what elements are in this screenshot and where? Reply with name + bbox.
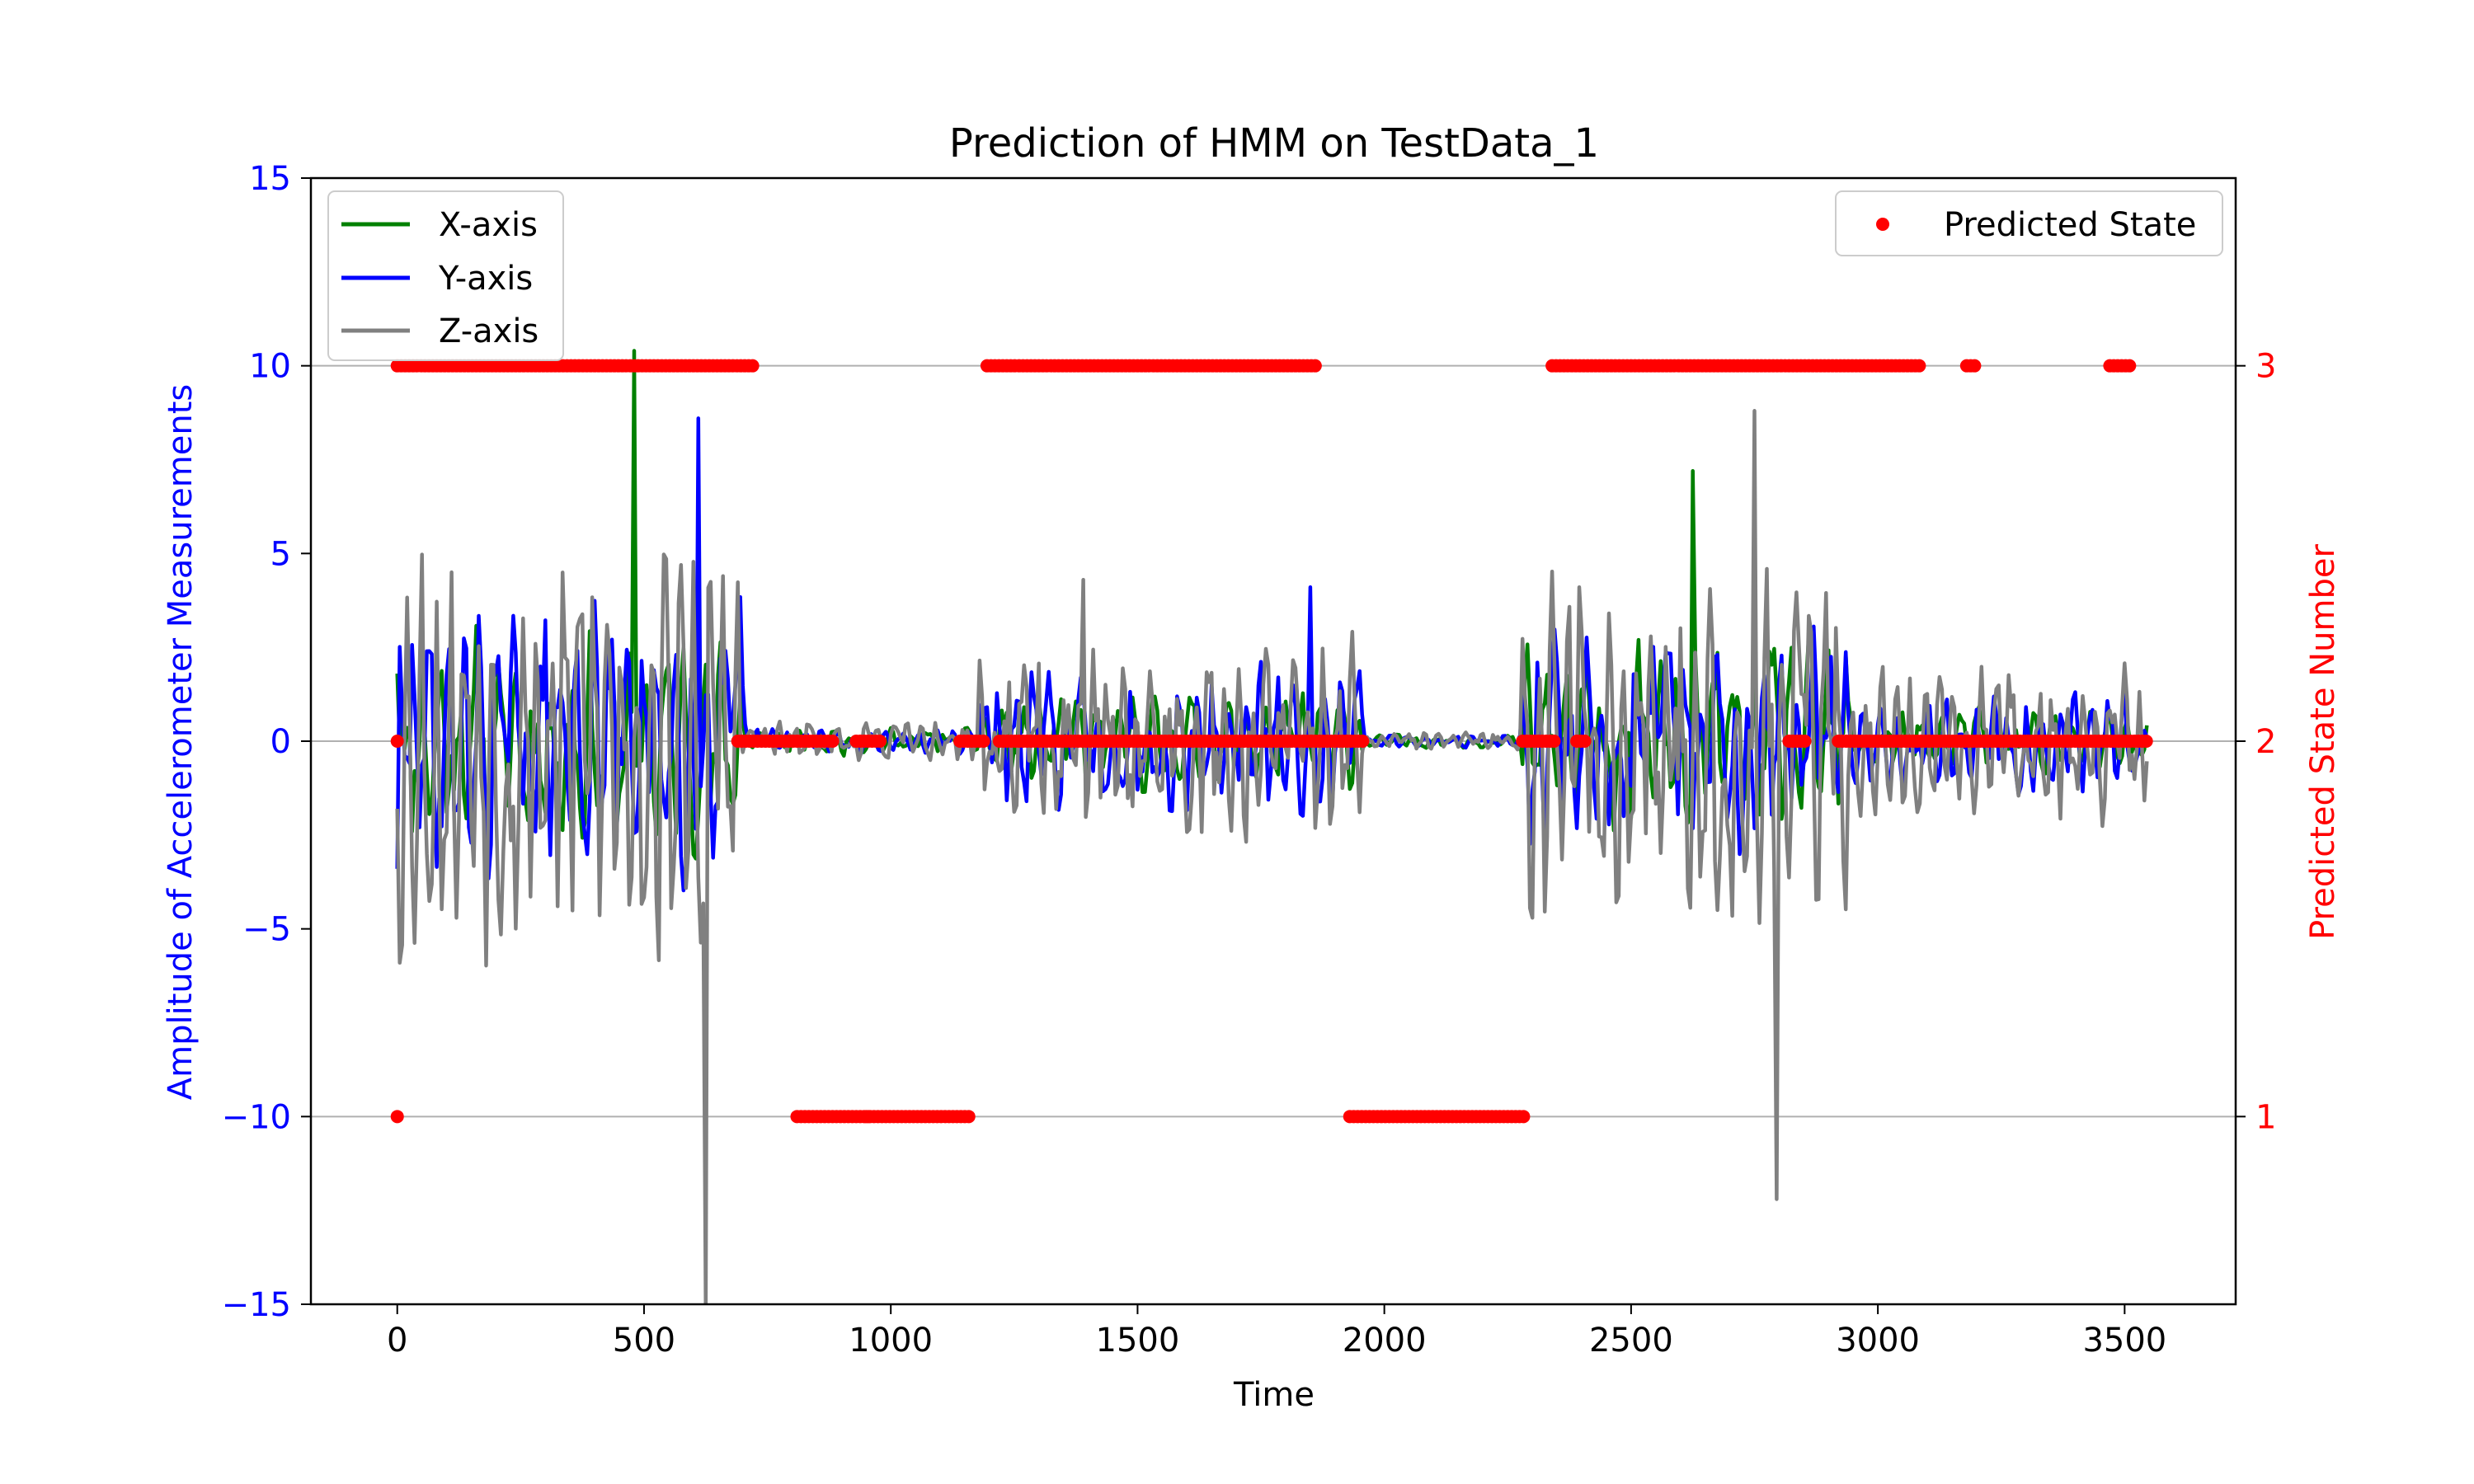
predicted-state-point <box>1308 359 1322 373</box>
legend-series: X-axis Y-axis Z-axis <box>327 190 564 361</box>
predicted-state-point <box>962 1110 976 1124</box>
legend-label-predicted: Predicted State <box>1944 206 2196 244</box>
x-tick-label: 2500 <box>1589 1322 1673 1360</box>
legend-label-y: Y-axis <box>438 260 533 298</box>
y2-axis-label: Predicted State Number <box>2304 544 2342 940</box>
legend-label-x: X-axis <box>439 206 538 244</box>
predicted-state-point <box>825 735 840 748</box>
predicted-state-point <box>1968 359 1982 373</box>
x-tick-label: 1500 <box>1096 1322 1180 1360</box>
y-tick-label: −15 <box>222 1286 291 1324</box>
y2-axis-ticks: 1 2 3 <box>2236 348 2276 1136</box>
y-axis-ticks: −15 −10 −5 0 5 10 15 <box>222 160 311 1324</box>
predicted-state-point <box>1798 735 1812 748</box>
x-tick-label: 500 <box>613 1322 675 1360</box>
x-tick-label: 1000 <box>849 1322 933 1360</box>
x-axis-ticks: 0 500 1000 1500 2000 2500 3000 3500 <box>387 1304 2166 1360</box>
chart-title: Prediction of HMM on TestData_1 <box>949 120 1599 167</box>
predicted-state-points <box>390 359 2153 1124</box>
y-tick-label: −5 <box>242 911 291 949</box>
x-tick-label: 3000 <box>1836 1322 1920 1360</box>
predicted-state-point <box>390 735 404 748</box>
x-axis-label: Time <box>1233 1376 1315 1414</box>
x-tick-label: 2000 <box>1343 1322 1427 1360</box>
y-tick-label: 15 <box>249 160 291 198</box>
predicted-state-point <box>2139 735 2153 748</box>
predicted-state-point <box>2123 359 2137 373</box>
legend-series-box <box>327 190 564 361</box>
series-line-z-axis <box>395 409 2149 1304</box>
y2-tick-label: 3 <box>2255 348 2276 386</box>
y-tick-label: −10 <box>222 1098 291 1136</box>
y-tick-label: 0 <box>270 723 291 761</box>
legend-swatch-predicted <box>1876 218 1889 231</box>
predicted-state-point <box>1912 359 1926 373</box>
predicted-state-point <box>1547 735 1561 748</box>
predicted-state-point <box>1578 735 1592 748</box>
x-tick-label: 3500 <box>2082 1322 2166 1360</box>
legend-label-z: Z-axis <box>439 312 539 350</box>
y2-tick-label: 1 <box>2255 1098 2276 1136</box>
predicted-state-point <box>390 1110 404 1124</box>
predicted-state-point <box>1517 1110 1531 1124</box>
predicted-state-point <box>745 359 760 373</box>
y-axis-label: Amplitude of Accelerometer Measurements <box>162 384 200 1100</box>
series-layer <box>395 349 2149 1304</box>
predicted-state-point <box>1356 735 1370 748</box>
y-tick-label: 10 <box>249 348 291 386</box>
legend-predicted: Predicted State <box>1835 190 2223 256</box>
x-tick-label: 0 <box>387 1322 407 1360</box>
predicted-state-point <box>873 735 887 748</box>
predicted-state-point <box>976 735 990 748</box>
legend-predicted-box <box>1835 190 2223 256</box>
y-tick-label: 5 <box>270 535 291 573</box>
y2-tick-label: 2 <box>2255 723 2276 761</box>
